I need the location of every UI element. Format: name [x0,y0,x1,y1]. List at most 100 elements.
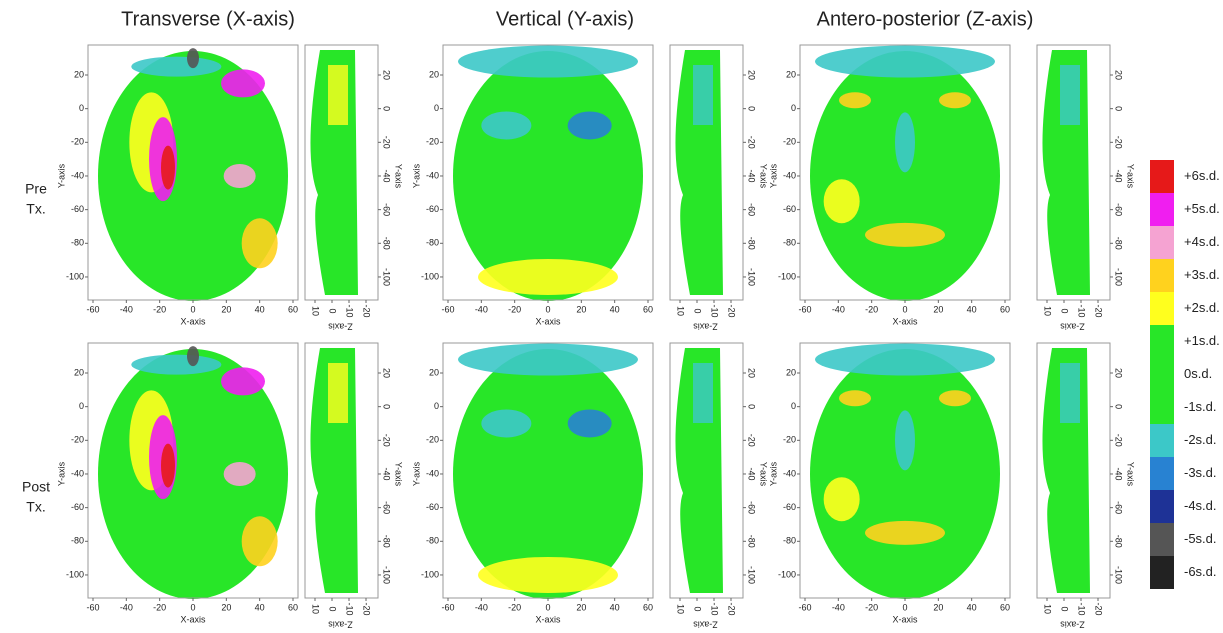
y-tick-label: -20 [1114,434,1124,447]
y-tick-label: -80 [783,536,796,546]
y-tick-label: -40 [382,169,392,182]
legend-label: +5s.d. [1184,201,1220,216]
face-region [815,343,995,376]
y-tick-label: 20 [74,69,84,79]
x-tick-label: 20 [933,602,943,612]
x-tick-label: 40 [255,602,265,612]
y-tick-label: 0 [434,401,439,411]
y-axis-label: Y-axis [1126,462,1136,487]
y-tick-label: -100 [382,566,392,584]
face-region [839,390,871,407]
y-axis-label: Y-axis [768,461,778,486]
y-tick-label: -60 [1114,203,1124,216]
legend-swatch [1150,226,1174,259]
x-tick-label: 10 [676,306,686,316]
y-tick-label: 0 [79,401,84,411]
y-axis-label: Y-axis [759,462,769,487]
y-tick-label: 0 [382,106,392,111]
y-tick-label: -80 [71,536,84,546]
x-tick-label: -20 [362,304,372,317]
face-region [223,163,256,188]
legend-swatch [1150,523,1174,556]
y-tick-label: -60 [783,502,796,512]
y-tick-label: -100 [747,566,757,584]
face-region [865,222,945,247]
y-tick-label: 20 [429,69,439,79]
x-tick-label: 10 [676,604,686,614]
x-axis-label: X-axis [535,614,561,624]
y-tick-label: 0 [791,401,796,411]
axes-frame [669,342,744,599]
legend-swatch [1150,490,1174,523]
x-tick-label: -60 [86,304,99,314]
y-axis-label: Y-axis [56,461,66,486]
face-region [567,111,612,140]
x-tick-label: -60 [441,602,454,612]
x-tick-label: 0 [328,606,338,611]
y-tick-label: -100 [421,271,439,281]
x-axis-label: X-axis [180,316,206,326]
face-region [481,409,532,438]
y-tick-label: -40 [1114,169,1124,182]
x-axis-label: Z-axis [1060,322,1085,332]
y-tick-label: -20 [426,435,439,445]
legend-swatch [1150,391,1174,424]
x-tick-label: 0 [1060,606,1070,611]
x-tick-label: -20 [727,304,737,317]
y-tick-label: -60 [426,204,439,214]
x-tick-label: 60 [643,304,653,314]
y-tick-label: -100 [778,271,796,281]
y-tick-label: -100 [421,569,439,579]
y-tick-label: -20 [783,137,796,147]
y-tick-label: -40 [747,169,757,182]
face-region [131,354,222,375]
x-tick-label: 10 [311,604,321,614]
y-tick-label: -20 [382,434,392,447]
legend-label: 0s.d. [1184,366,1212,381]
face-region [839,92,871,109]
y-tick-label: -60 [382,501,392,514]
x-axis-label: X-axis [892,316,918,326]
x-tick-label: -20 [865,304,878,314]
y-tick-label: -80 [1114,237,1124,250]
y-tick-label: 0 [747,404,757,409]
profile-region [328,363,348,423]
x-tick-label: 0 [190,602,195,612]
axes-frame [669,44,744,301]
legend-label: -4s.d. [1184,498,1217,513]
y-tick-label: -80 [71,238,84,248]
x-tick-label: 60 [288,602,298,612]
y-tick-label: -40 [426,468,439,478]
x-tick-label: 0 [693,308,703,313]
x-tick-label: 0 [1060,308,1070,313]
face-region [478,556,618,593]
y-tick-label: -20 [747,434,757,447]
y-tick-label: -80 [426,238,439,248]
y-axis-label: Y-axis [411,163,421,188]
face-region [187,346,199,367]
column-title: Vertical (Y-axis) [496,8,634,30]
y-tick-label: -60 [747,203,757,216]
x-tick-label: 0 [693,606,703,611]
face-region [161,145,175,190]
x-tick-label: -60 [798,304,811,314]
x-tick-label: 0 [902,602,907,612]
y-tick-label: -80 [747,237,757,250]
face-region [895,410,915,471]
y-tick-label: -40 [426,170,439,180]
legend-label: +2s.d. [1184,300,1220,315]
x-tick-label: -20 [153,304,166,314]
y-tick-label: -80 [382,535,392,548]
y-tick-label: -80 [382,237,392,250]
face-region [458,343,638,376]
x-tick-label: 10 [1043,306,1053,316]
x-tick-label: 0 [902,304,907,314]
y-tick-label: 20 [747,70,757,80]
x-tick-label: -10 [710,602,720,615]
face-region [187,48,199,69]
legend-swatch [1150,292,1174,325]
y-tick-label: -40 [71,468,84,478]
face-region [823,477,860,522]
x-tick-label: -40 [120,304,133,314]
